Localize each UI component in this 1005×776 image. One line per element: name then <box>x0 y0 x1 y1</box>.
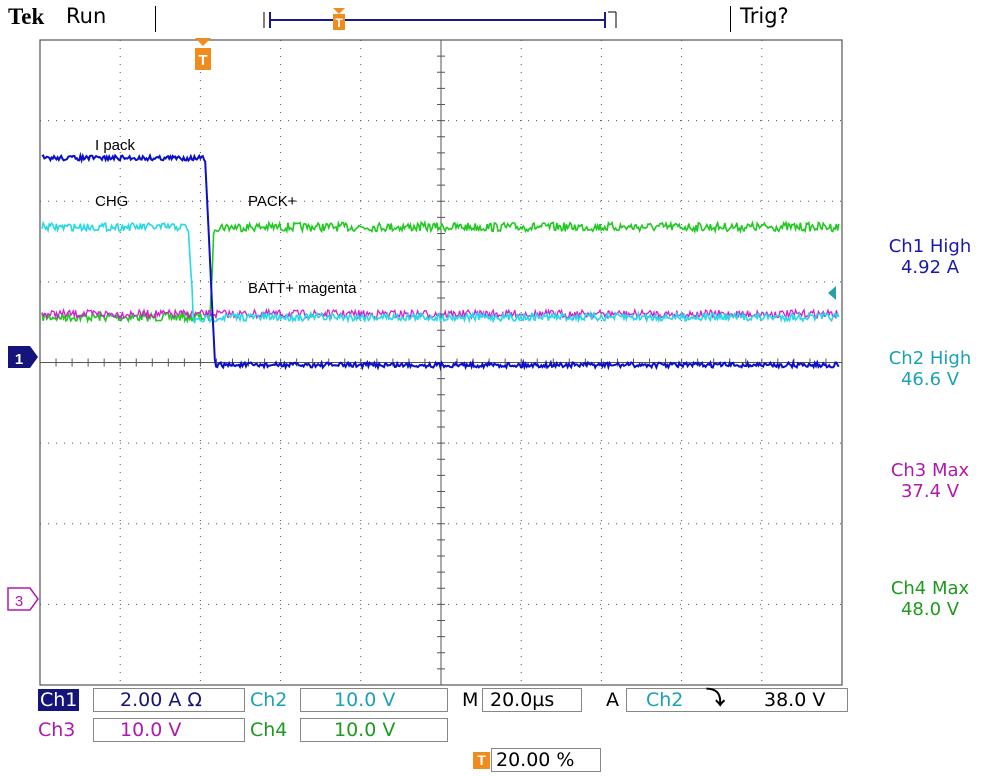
ch2-name[interactable]: Ch2 <box>250 689 288 711</box>
timebase-prefix: M <box>462 689 479 711</box>
svg-text:1: 1 <box>15 351 23 368</box>
measurement-ch4: Ch4 Max 48.0 V <box>860 578 1000 620</box>
measurement-label: Ch4 Max <box>890 578 970 599</box>
trace-ch3 <box>41 307 840 321</box>
svg-text:3: 3 <box>15 593 23 610</box>
waveform-display: T I pack CHG PACK+ BATT+ magenta 1 3 <box>7 38 843 686</box>
trigger-position-icon: T <box>473 752 490 769</box>
trigger-position-box <box>491 748 601 772</box>
measurement-ch2: Ch2 High 46.6 V <box>860 348 1000 390</box>
ch3-name[interactable]: Ch3 <box>38 719 76 741</box>
trigger-level[interactable]: 38.0 V <box>764 689 826 711</box>
trigger-source[interactable]: Ch2 <box>646 689 684 711</box>
graticule <box>39 39 843 686</box>
ch3-scale: 10.0 V <box>120 719 182 741</box>
ch3-ground-marker: 3 <box>7 587 39 611</box>
ch4-scale: 10.0 V <box>334 719 396 741</box>
trigger-mode: A <box>606 689 619 711</box>
ch2-scale: 10.0 V <box>334 689 396 711</box>
measurement-value: 46.6 V <box>900 369 960 390</box>
trigger-level-arrow <box>828 286 836 300</box>
ch1-ground-marker: 1 <box>8 346 38 368</box>
trace-ch1 <box>41 151 840 372</box>
trace-label-packplus: PACK+ <box>248 193 297 210</box>
trigger-position-marker: T <box>195 38 211 70</box>
ch1-scale: 2.00 A Ω <box>120 689 202 711</box>
ch4-scale-box <box>300 718 448 742</box>
measurement-value: 4.92 A <box>900 257 960 278</box>
trace-ch4 <box>41 219 840 324</box>
measurement-label: Ch2 High <box>888 348 972 369</box>
record-position-bar: T <box>263 8 617 30</box>
trace-label-ipack: I pack <box>95 137 136 154</box>
measurement-ch1: Ch1 High 4.92 A <box>860 236 1000 278</box>
timebase-value[interactable]: 20.0µs <box>490 689 555 711</box>
measurement-ch3: Ch3 Max 37.4 V <box>860 460 1000 502</box>
ch3-scale-box <box>93 718 245 742</box>
trigger-position-value[interactable]: 20.00 % <box>496 749 575 771</box>
timebase-box <box>482 688 582 712</box>
ch4-name[interactable]: Ch4 <box>250 719 288 741</box>
svg-text:T: T <box>335 16 343 30</box>
measurement-label: Ch1 High <box>888 236 972 257</box>
measurement-label: Ch3 Max <box>890 460 970 481</box>
trigger-slope-icon: ⤵ <box>706 687 726 709</box>
trigger-box <box>626 688 848 712</box>
acquisition-state: Run <box>66 4 107 28</box>
svg-text:T: T <box>198 52 207 69</box>
ch1-name[interactable]: Ch1 <box>38 689 80 711</box>
measurement-value: 48.0 V <box>900 599 960 620</box>
brand-label: Tek <box>8 4 45 29</box>
measurement-value: 37.4 V <box>900 481 960 502</box>
trace-label-batt: BATT+ magenta <box>248 280 357 297</box>
header-divider <box>730 6 731 32</box>
trace-ch2 <box>41 220 840 324</box>
trigger-status: Trig? <box>740 4 789 28</box>
waveform-traces <box>41 151 840 372</box>
ch2-scale-box <box>300 688 448 712</box>
trace-label-chg: CHG <box>95 193 128 210</box>
ch1-scale-box <box>93 688 245 712</box>
header-divider <box>155 6 156 32</box>
